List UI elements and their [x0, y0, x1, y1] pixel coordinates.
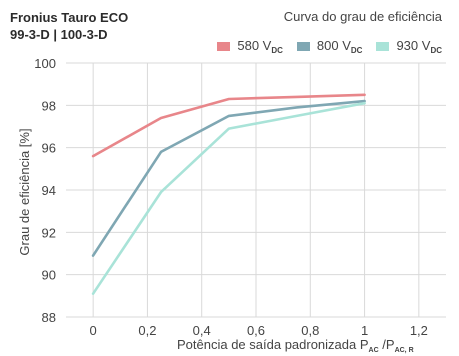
y-tick-label: 94 [42, 183, 56, 198]
grid [66, 62, 446, 318]
x-tick-label: 1 [361, 323, 368, 338]
series-line-1 [91, 99, 366, 257]
legend-item-800: 800 VDC [296, 38, 363, 55]
y-tick-label: 98 [42, 98, 56, 113]
legend-item-580: 580 VDC [217, 38, 283, 55]
legend-swatch-580 [217, 42, 231, 51]
y-tick-label: 96 [42, 141, 56, 156]
y-tick-label: 92 [42, 225, 56, 240]
y-tick-label: 88 [42, 310, 56, 325]
legend-label-580: 580 VDC [237, 38, 283, 55]
legend-swatch-930 [376, 42, 390, 51]
chart-title: Fronius Tauro ECO 99-3-D | 100-3-D [10, 9, 128, 43]
series-line-2 [91, 101, 366, 296]
x-tick-label: 1,2 [410, 323, 428, 338]
series-line-0 [91, 93, 366, 158]
y-tick-label: 90 [42, 268, 56, 283]
x-tick-label: 0,2 [138, 323, 156, 338]
x-axis-label: Potência de saída padronizada PAC /PAC, … [177, 337, 414, 354]
x-tick-label: 0,8 [301, 323, 319, 338]
y-axis-label: Grau de eficiência [%] [17, 128, 32, 255]
legend-label-930: 930 VDC [396, 38, 442, 55]
legend: 580 VDC 800 VDC 930 VDC [217, 38, 442, 55]
chart-subtitle: Curva do grau de eficiência [283, 9, 442, 24]
chart-title-line-1: Fronius Tauro ECO [10, 10, 129, 25]
legend-swatch-800 [296, 42, 310, 51]
series-lines [91, 93, 366, 296]
x-tick-label: 0 [90, 323, 97, 338]
legend-label-800: 800 VDC [316, 38, 363, 55]
x-tick-label: 0,6 [247, 323, 265, 338]
y-tick-label: 100 [34, 56, 56, 71]
chart-title-line-2: 99-3-D | 100-3-D [10, 27, 108, 42]
legend-item-930: 930 VDC [376, 38, 442, 55]
x-tick-label: 0,4 [193, 323, 211, 338]
tick-labels: 0 0,2 0,4 0,6 0,8 1 1,2 88 90 92 94 96 98 100 [34, 56, 428, 338]
